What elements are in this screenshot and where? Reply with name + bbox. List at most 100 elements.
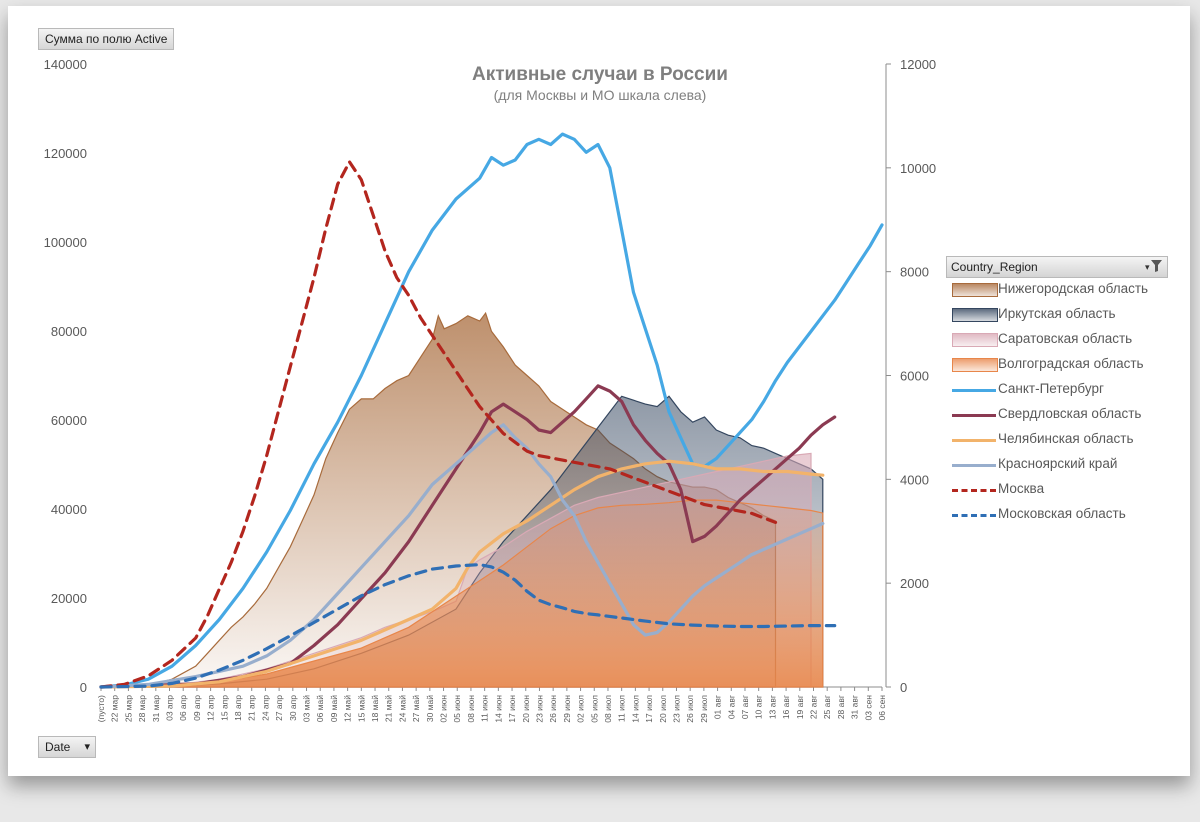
legend-swatch [952, 308, 998, 322]
x-tick-label: 25 мар [123, 695, 133, 722]
x-tick-label: 31 авг [850, 695, 860, 719]
x-tick-label: 11 июл [617, 695, 627, 722]
left-tick-label: 140000 [44, 57, 87, 72]
legend-swatch [952, 489, 996, 492]
x-tick-label: 05 июл [589, 695, 599, 723]
legend-entry: Нижегородская область [946, 278, 1168, 303]
legend-label: Челябинская область [998, 431, 1134, 446]
legend-swatch [952, 283, 998, 297]
legend-swatch [952, 439, 996, 442]
right-tick-label: 6000 [900, 369, 929, 384]
x-tick-label: 12 май [343, 695, 353, 722]
x-tick-label: 02 июн [439, 695, 449, 723]
x-tick-label: 03 апр [165, 695, 175, 721]
x-tick-label: 16 авг [781, 695, 791, 719]
x-tick-label: 12 апр [206, 695, 216, 721]
x-tick-label: 14 июл [630, 695, 640, 723]
x-tick-label: 25 авг [822, 695, 832, 719]
x-tick-label: 22 авг [808, 695, 818, 719]
right-tick-label: 2000 [900, 576, 929, 591]
legend-label: Санкт-Петербург [998, 381, 1104, 396]
legend-swatch [952, 358, 998, 372]
left-tick-label: 40000 [51, 502, 87, 517]
x-tick-label: 23 июн [534, 695, 544, 723]
x-tick-label: (пусто) [96, 695, 106, 722]
legend-swatch [952, 389, 996, 392]
x-tick-label: 17 июн [507, 695, 517, 723]
x-tick-label: 29 июн [562, 695, 572, 723]
x-tick-label: 04 авг [726, 695, 736, 719]
x-tick-label: 26 июл [685, 695, 695, 723]
x-tick-label: 09 апр [192, 695, 202, 721]
x-tick-label: 20 июн [521, 695, 531, 723]
x-tick-label: 15 май [356, 695, 366, 722]
x-tick-label: 19 авг [795, 695, 805, 719]
right-tick-label: 0 [900, 680, 907, 695]
legend: Country_Region ▾ Нижегородская область Ир… [946, 256, 1168, 528]
right-tick-label: 10000 [900, 161, 936, 176]
filter-icon[interactable]: ▾ [1145, 259, 1163, 280]
x-tick-label: 06 май [315, 695, 325, 722]
value-field-button[interactable]: Сумма по полю Active [38, 28, 175, 50]
x-tick-label: 08 июн [466, 695, 476, 723]
x-tick-label: 11 июн [480, 695, 490, 722]
line-series-krasnoyarsk [99, 423, 825, 689]
legend-field-button[interactable]: Country_Region ▾ [946, 256, 1168, 278]
x-tick-label: 28 авг [836, 695, 846, 719]
legend-label: Нижегородская область [998, 281, 1149, 296]
axis-field-label: Date [45, 740, 71, 754]
x-tick-label: 28 мар [137, 695, 147, 722]
pivot-chart: 0200004000060000800001000001200001400000… [44, 57, 937, 723]
x-tick-label: 24 апр [260, 695, 270, 721]
x-tick-label: 13 авг [767, 695, 777, 719]
x-tick-label: 10 авг [754, 695, 764, 719]
chart-card: 0 20000 40000 60000 80000 100000 120000 140000 0… [8, 6, 1190, 776]
legend-label: Москва [998, 481, 1045, 496]
legend-field-label: Country_Region [951, 260, 1038, 274]
x-tick-label: 09 май [329, 695, 339, 722]
x-tick-label: 17 июл [644, 695, 654, 723]
x-tick-label: 24 май [397, 695, 407, 722]
legend-swatch [952, 414, 996, 417]
value-field-label: Сумма по полю Active [45, 32, 168, 46]
x-tick-label: 26 июн [548, 695, 558, 723]
legend-swatch [952, 464, 996, 467]
legend-label: Свердловская область [998, 406, 1142, 421]
legend-entry: Московская область [946, 503, 1168, 528]
svg-text:▾: ▾ [1145, 262, 1150, 272]
x-tick-label: 05 июн [452, 695, 462, 723]
right-tick-label: 12000 [900, 57, 936, 72]
x-tick-label: 21 май [384, 695, 394, 722]
x-tick-label: 20 июл [658, 695, 668, 723]
axis-field-button[interactable]: Date ▾ [38, 736, 96, 758]
x-tick-label: 22 мар [110, 695, 120, 722]
legend-swatch [952, 333, 998, 347]
legend-entry: Волгоградская область [946, 353, 1168, 378]
legend-entry: Иркутская область [946, 303, 1168, 328]
left-tick-label: 120000 [44, 146, 87, 161]
right-tick-label: 4000 [900, 472, 929, 487]
legend-label: Саратовская область [998, 331, 1133, 346]
x-tick-label: 03 сен [863, 695, 873, 721]
left-tick-label: 80000 [51, 324, 87, 339]
legend-label: Иркутская область [998, 306, 1116, 321]
x-tick-label: 14 июн [493, 695, 503, 723]
line-series-sverdlovsk [99, 384, 837, 689]
left-tick-label: 100000 [44, 235, 87, 250]
x-tick-label: 23 июл [671, 695, 681, 723]
line-series-mosobl [99, 563, 837, 689]
line-series-moscow [99, 160, 778, 689]
x-tick-label: 27 апр [274, 695, 284, 721]
x-tick-label: 21 апр [247, 695, 257, 721]
left-tick-label: 60000 [51, 413, 87, 428]
x-tick-label: 30 апр [288, 695, 298, 721]
legend-label: Красноярский край [998, 456, 1118, 471]
x-tick-label: 18 апр [233, 695, 243, 721]
x-tick-label: 18 май [370, 695, 380, 722]
x-tick-label: 08 июл [603, 695, 613, 723]
legend-swatch [952, 514, 996, 517]
legend-entry: Свердловская область [946, 403, 1168, 428]
x-tick-label: 15 апр [219, 695, 229, 721]
x-tick-label: 27 май [411, 695, 421, 722]
legend-label: Московская область [998, 506, 1126, 521]
